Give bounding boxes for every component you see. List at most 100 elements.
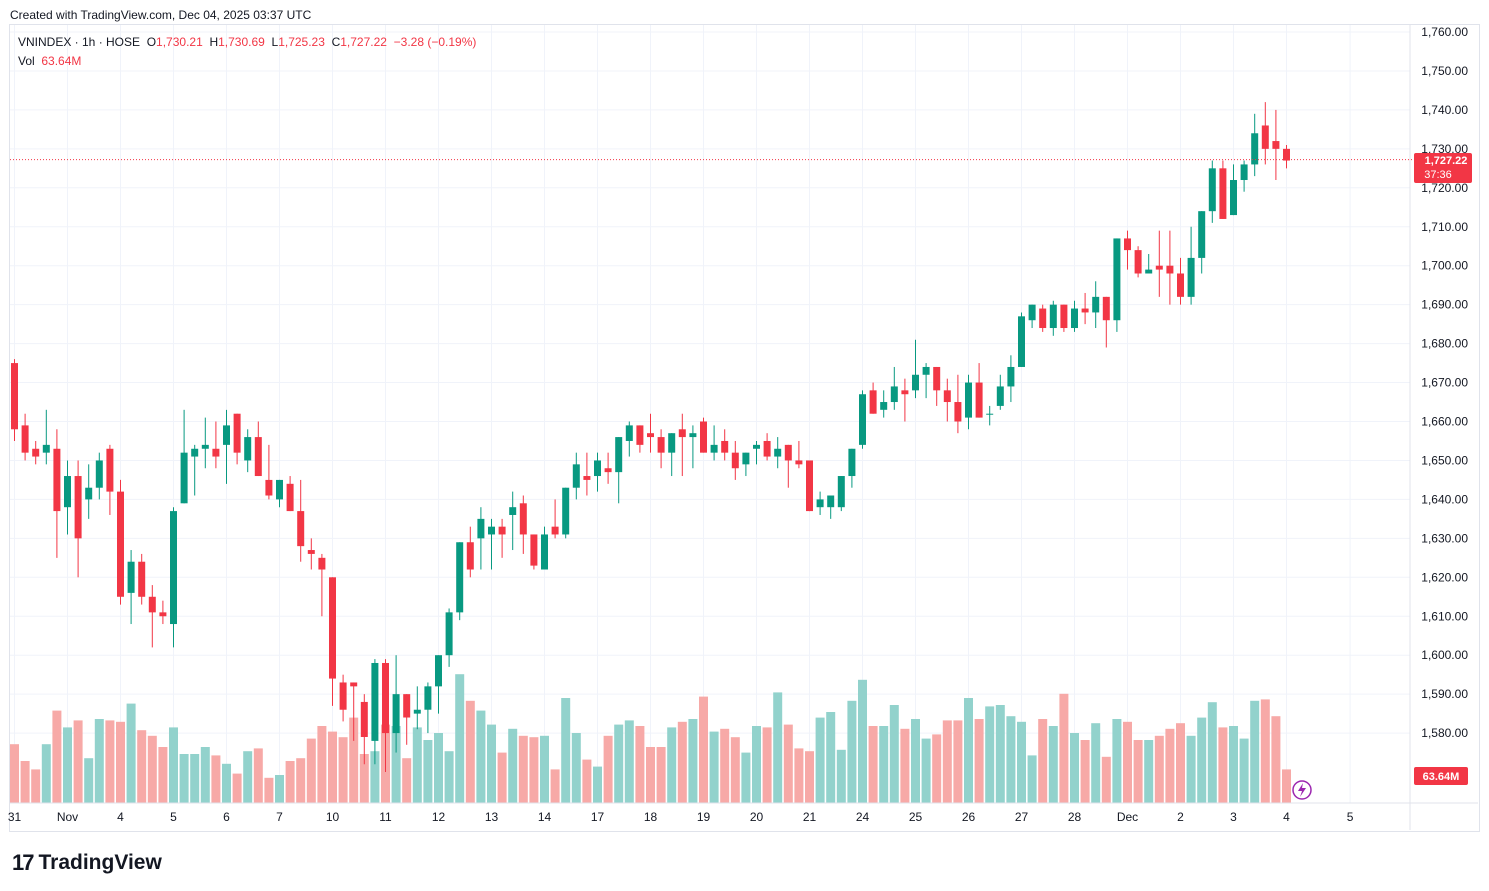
candle[interactable] <box>148 585 156 648</box>
candle[interactable] <box>625 421 633 457</box>
candle[interactable] <box>986 405 994 426</box>
candle[interactable] <box>1124 230 1131 270</box>
candle[interactable] <box>1134 246 1142 278</box>
candle[interactable] <box>74 460 82 578</box>
candle[interactable] <box>562 487 570 539</box>
candle[interactable] <box>678 413 686 477</box>
candle[interactable] <box>816 491 824 515</box>
candle[interactable] <box>498 518 506 558</box>
candle[interactable] <box>170 507 177 648</box>
candle[interactable] <box>392 655 400 753</box>
candle[interactable] <box>509 491 517 551</box>
candle[interactable] <box>1261 102 1269 165</box>
candle[interactable] <box>912 339 919 399</box>
candle[interactable] <box>1187 226 1195 305</box>
candle[interactable] <box>530 534 538 570</box>
candle[interactable] <box>297 479 305 562</box>
candle[interactable] <box>1219 160 1227 219</box>
candle[interactable] <box>1060 304 1068 332</box>
candle[interactable] <box>244 429 252 473</box>
candle[interactable] <box>795 440 803 469</box>
candle[interactable] <box>721 429 729 461</box>
candle[interactable] <box>901 378 909 422</box>
candle[interactable] <box>837 476 845 512</box>
candle[interactable] <box>339 674 347 722</box>
candle[interactable] <box>106 444 114 515</box>
candle[interactable] <box>117 479 124 605</box>
candle[interactable] <box>1049 300 1057 336</box>
candle[interactable] <box>922 363 930 399</box>
candle[interactable] <box>85 464 93 519</box>
candle[interactable] <box>806 460 813 512</box>
candle[interactable] <box>551 499 559 539</box>
candle[interactable] <box>350 682 358 741</box>
candle[interactable] <box>11 359 18 441</box>
candle[interactable] <box>742 452 750 477</box>
candle[interactable] <box>731 440 739 480</box>
candle[interactable] <box>318 553 326 617</box>
candle[interactable] <box>541 526 548 570</box>
candle[interactable] <box>212 421 220 469</box>
candle[interactable] <box>466 526 474 578</box>
candle[interactable] <box>42 409 50 465</box>
candle[interactable] <box>477 507 485 570</box>
candle[interactable] <box>784 444 792 488</box>
candle[interactable] <box>647 413 654 453</box>
candle[interactable] <box>996 374 1004 410</box>
candle[interactable] <box>880 390 888 418</box>
candle[interactable] <box>1039 304 1047 332</box>
candle[interactable] <box>445 608 453 667</box>
candle[interactable] <box>138 553 146 605</box>
candle[interactable] <box>583 452 591 496</box>
candle[interactable] <box>975 363 983 418</box>
candle[interactable] <box>689 425 697 469</box>
candle[interactable] <box>456 542 464 621</box>
candle[interactable] <box>254 421 262 477</box>
candle[interactable] <box>127 550 135 625</box>
candle[interactable] <box>890 366 898 410</box>
lightning-icon[interactable] <box>1292 780 1312 800</box>
candle[interactable] <box>64 460 71 535</box>
candle[interactable] <box>869 382 877 414</box>
candle[interactable] <box>763 433 771 461</box>
candle[interactable] <box>1018 312 1025 367</box>
candle[interactable] <box>21 413 29 461</box>
candle[interactable] <box>1155 230 1163 297</box>
candle[interactable] <box>276 479 283 508</box>
candle[interactable] <box>965 374 972 430</box>
candle[interactable] <box>191 444 199 496</box>
tradingview-brand[interactable]: 17 TradingView <box>12 850 162 876</box>
candle[interactable] <box>488 518 495 570</box>
candle[interactable] <box>307 538 315 570</box>
candle[interactable] <box>265 444 273 500</box>
legend-symbol[interactable]: VNINDEX · 1h · HOSE <box>18 35 141 49</box>
candle[interactable] <box>933 366 941 406</box>
candle[interactable] <box>233 413 241 465</box>
candle[interactable] <box>700 417 707 453</box>
candle[interactable] <box>1092 281 1100 329</box>
candle[interactable] <box>1081 292 1089 325</box>
candle[interactable] <box>286 476 294 512</box>
candle[interactable] <box>827 495 835 519</box>
candle[interactable] <box>848 448 856 488</box>
candle[interactable] <box>413 686 421 730</box>
candle[interactable] <box>519 495 527 554</box>
candle[interactable] <box>604 452 612 484</box>
candle[interactable] <box>1145 254 1153 274</box>
candle[interactable] <box>1113 238 1121 332</box>
candle[interactable] <box>360 694 368 765</box>
candle[interactable] <box>615 437 623 504</box>
candle[interactable] <box>1071 300 1078 332</box>
candle[interactable] <box>159 600 167 625</box>
candle[interactable] <box>1028 304 1036 329</box>
candle[interactable] <box>1230 164 1237 216</box>
candle[interactable] <box>774 437 782 469</box>
candle[interactable] <box>95 452 103 500</box>
candle[interactable] <box>435 655 442 714</box>
candle[interactable] <box>371 659 379 765</box>
candle[interactable] <box>1208 160 1216 223</box>
candle[interactable] <box>1007 355 1015 403</box>
candle[interactable] <box>943 378 951 422</box>
candle[interactable] <box>329 577 336 706</box>
